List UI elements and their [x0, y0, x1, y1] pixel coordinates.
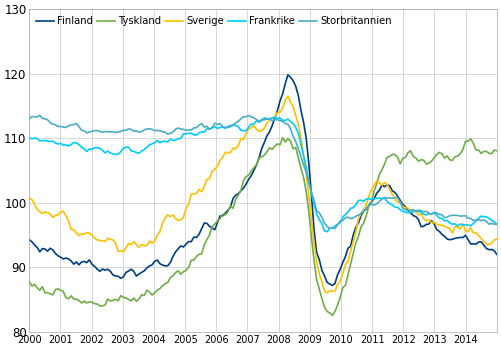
Tyskland — [123, 296, 129, 300]
Storbritannien — [494, 222, 500, 226]
Frankrike — [483, 215, 489, 219]
Tyskland — [280, 136, 286, 140]
Storbritannien — [37, 113, 43, 117]
Legend: Finland, Tyskland, Sverige, Frankrike, Storbritannien: Finland, Tyskland, Sverige, Frankrike, S… — [35, 14, 394, 28]
Tyskland — [483, 149, 489, 154]
Line: Finland: Finland — [30, 75, 497, 285]
Line: Storbritannien: Storbritannien — [30, 115, 497, 229]
Line: Sverige: Sverige — [30, 96, 497, 293]
Frankrike — [34, 136, 40, 141]
Finland — [34, 245, 40, 250]
Storbritannien — [332, 227, 338, 231]
Frankrike — [27, 136, 33, 140]
Frankrike — [272, 116, 278, 120]
Storbritannien — [126, 127, 132, 131]
Sverige — [81, 232, 87, 236]
Finland — [285, 73, 291, 77]
Storbritannien — [84, 131, 90, 135]
Finland — [81, 259, 87, 263]
Sverige — [34, 207, 40, 211]
Finland — [27, 238, 33, 242]
Line: Frankrike: Frankrike — [30, 118, 497, 232]
Tyskland — [329, 313, 335, 317]
Sverige — [123, 246, 129, 250]
Tyskland — [34, 286, 40, 290]
Sverige — [447, 227, 453, 231]
Frankrike — [494, 222, 500, 227]
Sverige — [324, 291, 330, 295]
Tyskland — [447, 158, 453, 162]
Frankrike — [204, 127, 210, 131]
Tyskland — [494, 149, 500, 153]
Finland — [447, 238, 453, 242]
Storbritannien — [447, 214, 453, 218]
Finland — [329, 283, 335, 288]
Storbritannien — [34, 115, 40, 119]
Line: Tyskland: Tyskland — [30, 138, 497, 315]
Frankrike — [123, 145, 129, 149]
Sverige — [483, 242, 489, 246]
Storbritannien — [483, 219, 489, 223]
Finland — [204, 221, 210, 225]
Sverige — [285, 94, 291, 98]
Frankrike — [447, 221, 453, 225]
Storbritannien — [27, 117, 33, 121]
Sverige — [204, 177, 210, 181]
Sverige — [494, 237, 500, 241]
Finland — [123, 270, 129, 275]
Storbritannien — [206, 127, 212, 131]
Tyskland — [81, 299, 87, 303]
Finland — [483, 246, 489, 251]
Finland — [494, 252, 500, 257]
Sverige — [27, 196, 33, 201]
Tyskland — [204, 237, 210, 242]
Frankrike — [81, 147, 87, 151]
Tyskland — [27, 279, 33, 283]
Frankrike — [324, 230, 330, 234]
